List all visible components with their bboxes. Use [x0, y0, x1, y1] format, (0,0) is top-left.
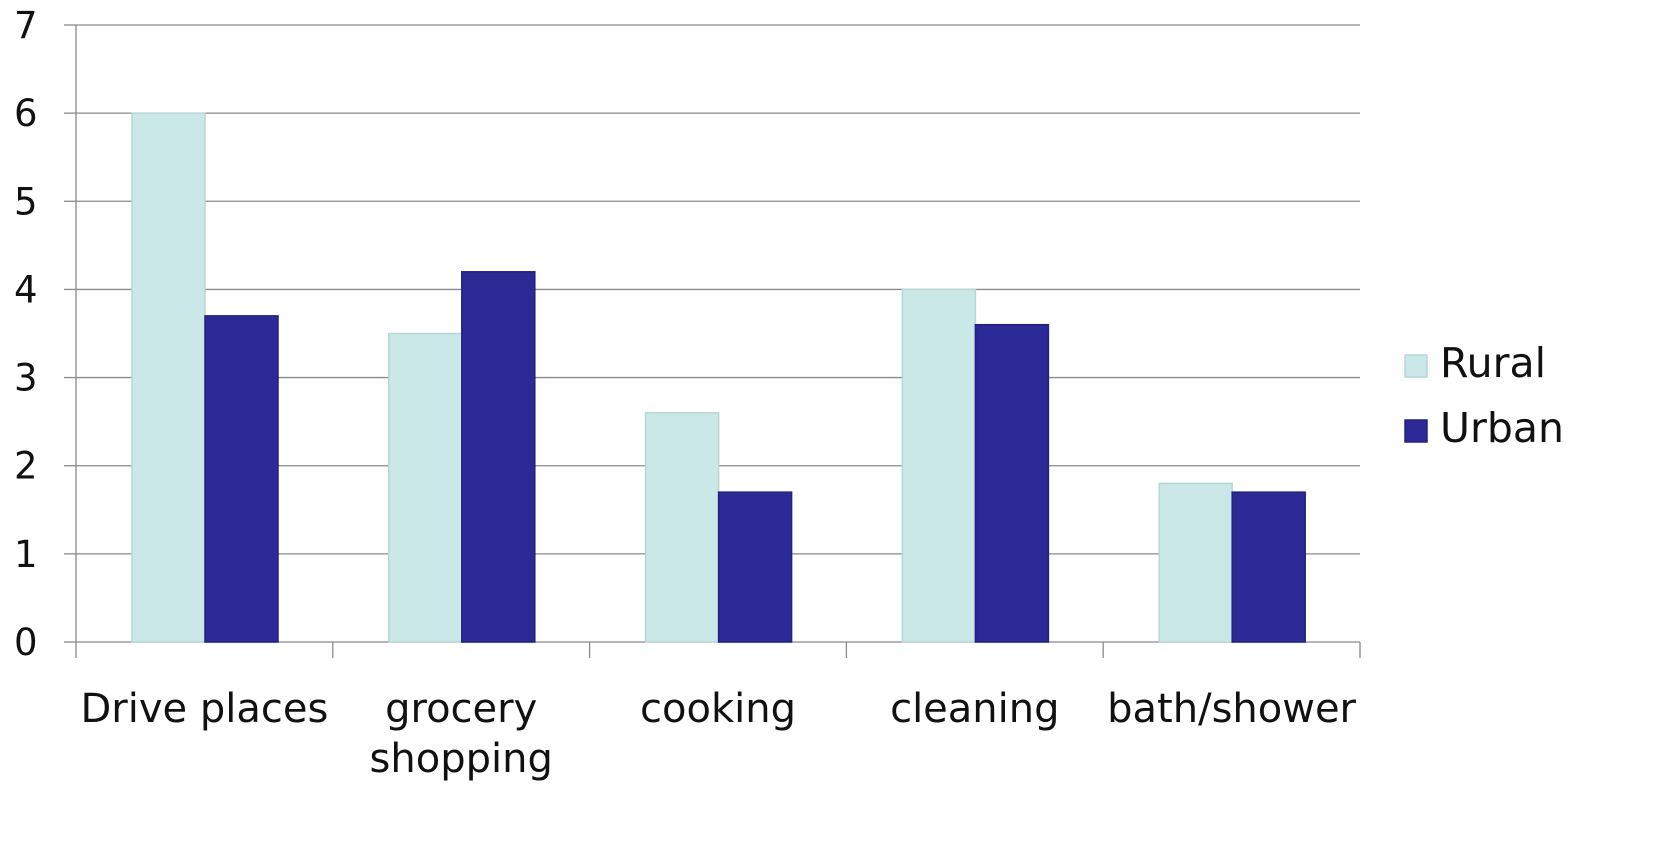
y-tick-label: 5	[14, 180, 38, 223]
x-category-label: cooking	[640, 686, 796, 732]
bar-rural-3	[901, 288, 977, 643]
legend-label-rural: Rural	[1440, 339, 1546, 387]
x-category-label: cleaning	[890, 686, 1059, 732]
y-tick-label: 7	[14, 4, 38, 47]
y-tick-label: 3	[14, 357, 38, 400]
bar-rural-4	[1158, 482, 1233, 643]
x-category-label: Drive places	[80, 686, 328, 732]
gridlines	[76, 24, 1360, 555]
bar-rural-0	[131, 112, 206, 643]
legend: Rural Urban	[1404, 339, 1564, 452]
bars	[131, 112, 1306, 643]
x-category-label: grocery shopping	[370, 686, 553, 782]
tick-labels: 0 1 2 3 4 5 6 7 Drive places grocery shopping cooki…	[14, 4, 1357, 782]
y-tick-label: 6	[14, 92, 38, 135]
y-tick-label: 0	[14, 621, 38, 664]
bar-urban-4	[1231, 491, 1306, 643]
legend-label-urban: Urban	[1440, 404, 1564, 452]
bar-rural-1	[388, 332, 463, 643]
y-tick-label: 4	[14, 268, 38, 311]
y-tick-label: 1	[14, 533, 38, 576]
legend-swatch-rural	[1404, 354, 1428, 378]
bar-urban-3	[974, 323, 1050, 643]
x-category-label: bath/shower	[1107, 686, 1356, 732]
bar-urban-0	[204, 315, 279, 643]
bar-urban-2	[717, 491, 793, 643]
bar-rural-2	[644, 412, 720, 643]
legend-swatch-urban	[1404, 419, 1428, 443]
bar-urban-1	[461, 271, 536, 643]
y-tick-label: 2	[14, 445, 38, 488]
